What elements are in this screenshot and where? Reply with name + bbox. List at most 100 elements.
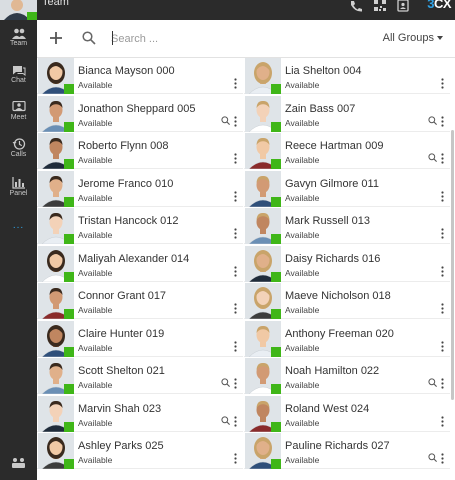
contact-avatar — [38, 133, 74, 169]
more-vertical-icon[interactable] — [441, 340, 444, 352]
more-vertical-icon[interactable] — [441, 115, 444, 127]
contact-card[interactable]: Claire Hunter 019 Available — [37, 320, 243, 357]
contact-avatar — [38, 170, 74, 207]
contact-name: Pauline Richards 027 — [285, 440, 390, 452]
presence-status-indicator — [271, 159, 281, 169]
contact-card[interactable]: Jerome Franco 010 Available — [37, 170, 243, 207]
contact-name: Zain Bass 007 — [285, 102, 356, 115]
more-vertical-icon[interactable] — [234, 153, 237, 164]
presence-status-indicator — [271, 121, 281, 132]
contact-card[interactable]: Roberto Flynn 008 Available — [37, 133, 243, 169]
chevron-down-icon — [437, 36, 443, 41]
presence-status-indicator — [64, 84, 74, 94]
contact-card[interactable]: Ashley Parks 025 Available — [37, 433, 243, 469]
contact-avatar — [245, 320, 281, 357]
contact-status: Available — [78, 455, 113, 465]
contact-avatar — [245, 358, 281, 394]
qr-code-icon[interactable] — [373, 0, 387, 12]
search-input[interactable] — [111, 30, 311, 48]
contact-card[interactable]: Scott Shelton 021 Available — [37, 358, 243, 394]
person-photo-icon — [38, 58, 74, 94]
more-vertical-icon[interactable] — [234, 303, 237, 314]
contact-card[interactable]: Noah Hamilton 022 Available — [244, 358, 450, 394]
more-vertical-icon[interactable] — [234, 378, 237, 389]
scrollbar[interactable] — [451, 130, 454, 400]
more-vertical-icon[interactable] — [441, 265, 444, 277]
contact-avatar — [245, 58, 281, 94]
my-avatar[interactable] — [0, 0, 37, 20]
contact-name: Scott Shelton 021 — [78, 365, 165, 377]
contact-name: Claire Hunter 019 — [78, 327, 165, 340]
contact-name: Gavyn Gilmore 011 — [285, 177, 379, 190]
contact-card[interactable]: Marvin Shah 023 Available — [37, 395, 243, 432]
contact-card[interactable]: Bianca Mayson 000 Available — [37, 58, 243, 94]
switch-app-button[interactable] — [11, 456, 26, 474]
contact-card[interactable]: Gavyn Gilmore 011 Available — [244, 170, 450, 207]
add-contact-button[interactable] — [48, 28, 64, 48]
contact-status: Available — [285, 155, 320, 165]
more-vertical-icon[interactable] — [234, 78, 237, 89]
more-vertical-icon[interactable] — [234, 415, 237, 427]
more-vertical-icon[interactable] — [234, 115, 237, 127]
nav-item-calls[interactable]: Calls — [0, 138, 37, 174]
nav-item-chat[interactable]: Chat — [0, 65, 37, 101]
contact-avatar — [38, 395, 74, 432]
search-icon[interactable] — [221, 378, 230, 387]
toolbar: All Groups — [37, 20, 455, 58]
search-icon[interactable] — [428, 115, 437, 125]
nav-item-meet[interactable]: Meet — [0, 101, 37, 137]
contact-card[interactable]: Tristan Hancock 012 Available — [37, 208, 243, 244]
more-vertical-icon[interactable] — [234, 265, 237, 277]
contact-avatar — [38, 208, 74, 244]
search-icon[interactable] — [221, 415, 230, 425]
contact-name: Roberto Flynn 008 — [78, 140, 169, 152]
more-vertical-icon[interactable] — [234, 190, 237, 202]
contact-name: Maliyah Alexander 014 — [78, 252, 190, 265]
contact-card[interactable]: Connor Grant 017 Available — [37, 283, 243, 319]
contact-name: Bianca Mayson 000 — [78, 65, 175, 77]
contact-status: Available — [285, 267, 320, 278]
contact-card[interactable]: Daisy Richards 016 Available — [244, 245, 450, 282]
nav-item-panel[interactable]: Panel — [0, 177, 37, 213]
more-vertical-icon[interactable] — [441, 453, 444, 464]
more-vertical-icon[interactable] — [441, 190, 444, 202]
contact-card[interactable]: Maeve Nicholson 018 Available — [244, 283, 450, 319]
phone-icon[interactable] — [349, 0, 363, 12]
group-filter-dropdown[interactable]: All Groups — [383, 32, 443, 44]
contact-name: Mark Russell 013 — [285, 215, 370, 227]
search-icon[interactable] — [221, 115, 230, 125]
text-cursor — [112, 31, 113, 45]
more-vertical-icon[interactable] — [234, 453, 237, 464]
contact-status: Available — [78, 342, 113, 353]
contact-name: Reece Hartman 009 — [285, 140, 384, 152]
contact-card[interactable]: Maliyah Alexander 014 Available — [37, 245, 243, 282]
more-vertical-icon[interactable] — [441, 78, 444, 89]
more-vertical-icon[interactable] — [441, 303, 444, 314]
contact-status: Available — [78, 117, 113, 128]
more-vertical-icon[interactable] — [441, 228, 444, 239]
contact-card[interactable]: Mark Russell 013 Available — [244, 208, 450, 244]
contact-avatar — [245, 133, 281, 169]
contact-name: Ashley Parks 025 — [78, 440, 164, 452]
contacts-book-icon[interactable] — [396, 0, 410, 12]
more-vertical-icon[interactable] — [441, 378, 444, 389]
contact-card[interactable]: Lia Shelton 004 Available — [244, 58, 450, 94]
contact-name: Roland West 024 — [285, 402, 370, 415]
search-icon[interactable] — [428, 378, 437, 387]
contact-card[interactable]: Zain Bass 007 Available — [244, 95, 450, 132]
more-vertical-icon[interactable] — [234, 228, 237, 239]
search-icon[interactable] — [428, 453, 437, 462]
search-icon[interactable] — [428, 153, 437, 162]
more-vertical-icon[interactable] — [234, 340, 237, 352]
contact-card[interactable]: Reece Hartman 009 Available — [244, 133, 450, 169]
more-options-icon[interactable]: ... — [12, 220, 25, 231]
contact-card[interactable]: Roland West 024 Available — [244, 395, 450, 432]
contact-card[interactable]: Jonathon Sheppard 005 Available — [37, 95, 243, 132]
contact-status: Available — [78, 267, 113, 278]
more-vertical-icon[interactable] — [441, 153, 444, 164]
contact-card[interactable]: Pauline Richards 027 Available — [244, 433, 450, 469]
contact-avatar — [245, 433, 281, 469]
contact-card[interactable]: Anthony Freeman 020 Available — [244, 320, 450, 357]
nav-item-team[interactable]: Team — [0, 28, 37, 64]
more-vertical-icon[interactable] — [441, 415, 444, 427]
